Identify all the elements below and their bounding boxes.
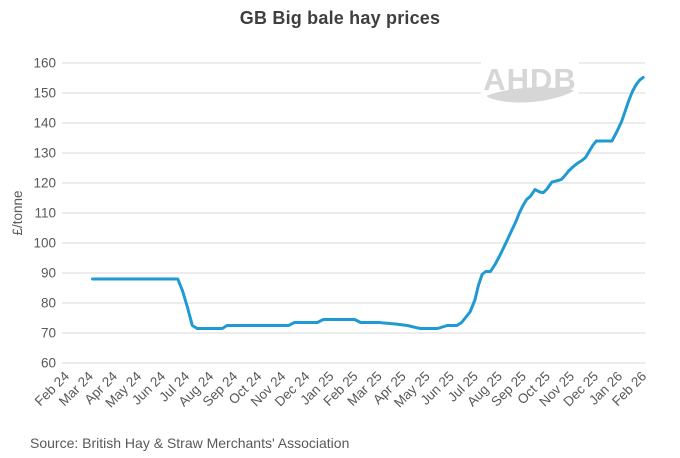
price-line-series	[91, 75, 645, 330]
y-tick-label: 80	[41, 296, 56, 311]
y-tick-label: 120	[33, 176, 56, 191]
y-tick-label: 140	[33, 116, 56, 131]
chart-title: GB Big bale hay prices	[239, 8, 441, 28]
y-tick-label: 130	[33, 146, 56, 161]
y-tick-label: 160	[33, 56, 56, 71]
y-tick-label: 110	[34, 206, 56, 221]
y-tick-label: 70	[41, 326, 56, 341]
source-note: Source: British Hay & Straw Merchants' A…	[30, 435, 350, 451]
y-tick-label: 100	[33, 236, 56, 251]
y-tick-label: 60	[41, 356, 56, 371]
y-tick-label: 150	[33, 86, 56, 101]
ahdb-watermark-swoosh-icon	[486, 87, 574, 103]
y-tick-label: 90	[41, 266, 56, 281]
y-axis-title: £/tonne	[10, 190, 25, 235]
